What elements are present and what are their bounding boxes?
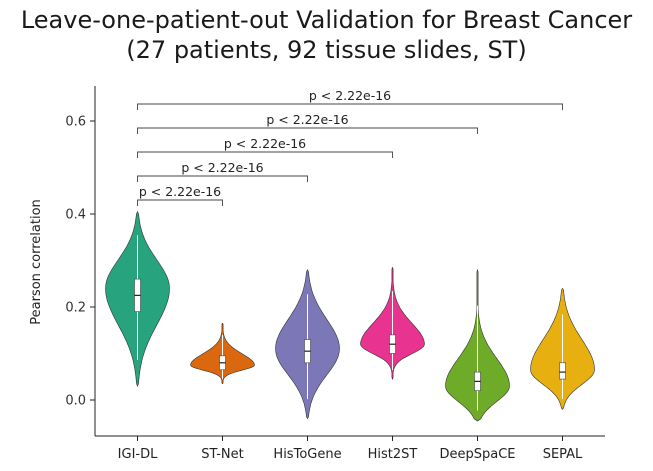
y-tick-label: 0.0 bbox=[65, 394, 86, 409]
comparison-bracket bbox=[137, 103, 563, 110]
y-tick-label: 0.6 bbox=[65, 115, 86, 130]
p-value-label: p < 2.22e-16 bbox=[224, 136, 306, 151]
category-label: HisToGene bbox=[273, 447, 341, 462]
y-axis-label: Pearson correlation bbox=[29, 199, 44, 325]
comparison-bracket bbox=[137, 127, 478, 134]
comparison-bracket bbox=[137, 175, 308, 182]
chart-subtitle: (27 patients, 92 tissue slides, ST) bbox=[126, 36, 527, 64]
category-label: SEPAL bbox=[543, 447, 583, 462]
y-tick-label: 0.4 bbox=[65, 208, 86, 223]
p-value-label: p < 2.22e-16 bbox=[139, 184, 221, 199]
category-label: IGI-DL bbox=[118, 447, 158, 462]
comparison-bracket bbox=[137, 199, 223, 206]
category-label: ST-Net bbox=[201, 447, 244, 462]
p-value-label: p < 2.22e-16 bbox=[309, 88, 391, 103]
y-tick-label: 0.2 bbox=[65, 301, 86, 316]
violin-box bbox=[559, 362, 566, 380]
category-label: Hist2ST bbox=[368, 447, 418, 462]
category-label: DeepSpaCE bbox=[439, 447, 515, 462]
comparison-bracket bbox=[137, 151, 393, 158]
p-value-label: p < 2.22e-16 bbox=[266, 112, 348, 127]
chart-title: Leave-one-patient-out Validation for Bre… bbox=[20, 6, 633, 34]
p-value-label: p < 2.22e-16 bbox=[181, 160, 263, 175]
